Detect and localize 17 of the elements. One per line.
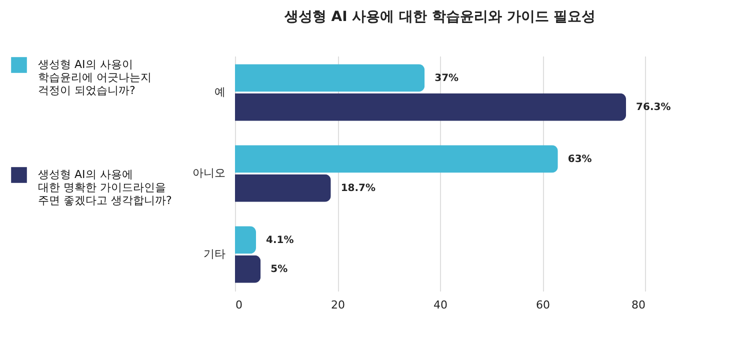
x-tick-label: 20 [331, 298, 345, 312]
x-tick-label: 0 [236, 298, 242, 312]
data-label: 76.3% [636, 102, 671, 114]
x-tick-label: 40 [434, 298, 448, 312]
legend-label: 생성형 AI의 사용에 대한 명확한 가이드라인을 주면 좋겠다고 생각합니까? [38, 168, 172, 207]
x-tick-label: 80 [632, 298, 646, 312]
data-label: 4.1% [266, 234, 294, 246]
data-label: 37% [434, 72, 459, 84]
legend-label: 생성형 AI의 사용이 학습윤리에 어긋나는지 걱정이 되었습니까? [38, 58, 152, 97]
chart-title: 생성형 AI 사용에 대한 학습윤리와 가이드 필요성 [283, 9, 596, 25]
y-tick-label: 아니오 [192, 166, 226, 180]
data-label: 5% [270, 264, 288, 276]
y-tick-label: 기타 [204, 248, 226, 261]
data-label: 18.7% [340, 183, 376, 194]
y-tick-label: 예 [214, 85, 226, 98]
x-tick-label: 60 [536, 298, 550, 312]
data-label: 63% [568, 154, 592, 165]
